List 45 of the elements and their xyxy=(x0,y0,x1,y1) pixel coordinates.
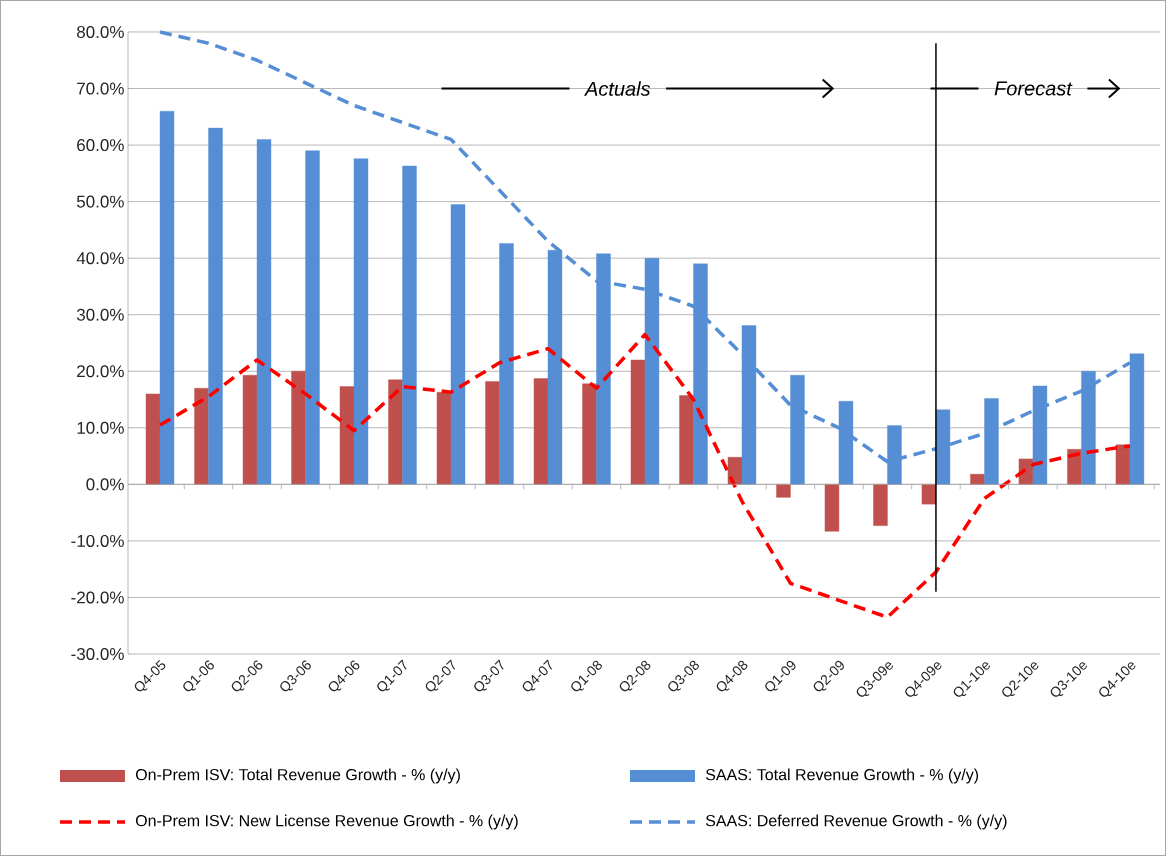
bar xyxy=(291,371,306,485)
bar xyxy=(256,139,272,485)
y-tick-label: -10.0% xyxy=(71,534,124,547)
y-tick-label: 70.0% xyxy=(77,82,124,95)
annotation: Actuals xyxy=(584,81,651,96)
bar xyxy=(402,165,417,485)
bar xyxy=(1115,444,1131,485)
bar xyxy=(242,375,258,485)
y-tick-label: 10.0% xyxy=(77,421,124,434)
bar xyxy=(499,243,514,485)
bar xyxy=(436,391,452,485)
bar xyxy=(533,378,549,485)
bar xyxy=(970,473,985,485)
bar xyxy=(630,359,646,485)
bar xyxy=(450,204,466,485)
y-tick-label: 60.0% xyxy=(77,139,124,152)
bar xyxy=(921,484,937,505)
line-series xyxy=(158,332,1132,619)
y-tick-label: 50.0% xyxy=(76,195,124,208)
bar xyxy=(679,395,694,485)
bar xyxy=(776,484,791,498)
annotation: Forecast xyxy=(994,81,1073,96)
y-tick-label: 20.0% xyxy=(77,365,124,378)
bar xyxy=(353,158,369,485)
legend-label: On-Prem ISV: Total Revenue Growth - % (y/y) xyxy=(135,768,460,784)
bar xyxy=(582,383,597,485)
y-tick-label: 40.0% xyxy=(76,252,124,265)
y-tick-label: 30.0% xyxy=(76,308,124,321)
y-tick-label: -20.0% xyxy=(71,591,124,604)
bar xyxy=(339,386,355,485)
y-tick-label: 0.0% xyxy=(86,478,124,491)
bar xyxy=(145,393,161,485)
bar xyxy=(388,379,403,485)
bar xyxy=(485,381,500,485)
legend-label: SAAS: Total Revenue Growth - % (y/y) xyxy=(705,768,979,784)
bar xyxy=(159,110,175,485)
bar xyxy=(208,127,223,485)
legend-label: On-Prem ISV: New License Revenue Growth - % (y/y) xyxy=(135,814,518,830)
bar xyxy=(873,484,888,526)
bar xyxy=(305,150,320,485)
y-tick-label: -30.0% xyxy=(71,647,124,661)
legend-label: SAAS: Deferred Revenue Growth - % (y/y) xyxy=(705,814,1007,830)
bar xyxy=(194,388,209,485)
bar xyxy=(824,484,840,532)
y-tick-label: 80.0% xyxy=(77,25,124,39)
